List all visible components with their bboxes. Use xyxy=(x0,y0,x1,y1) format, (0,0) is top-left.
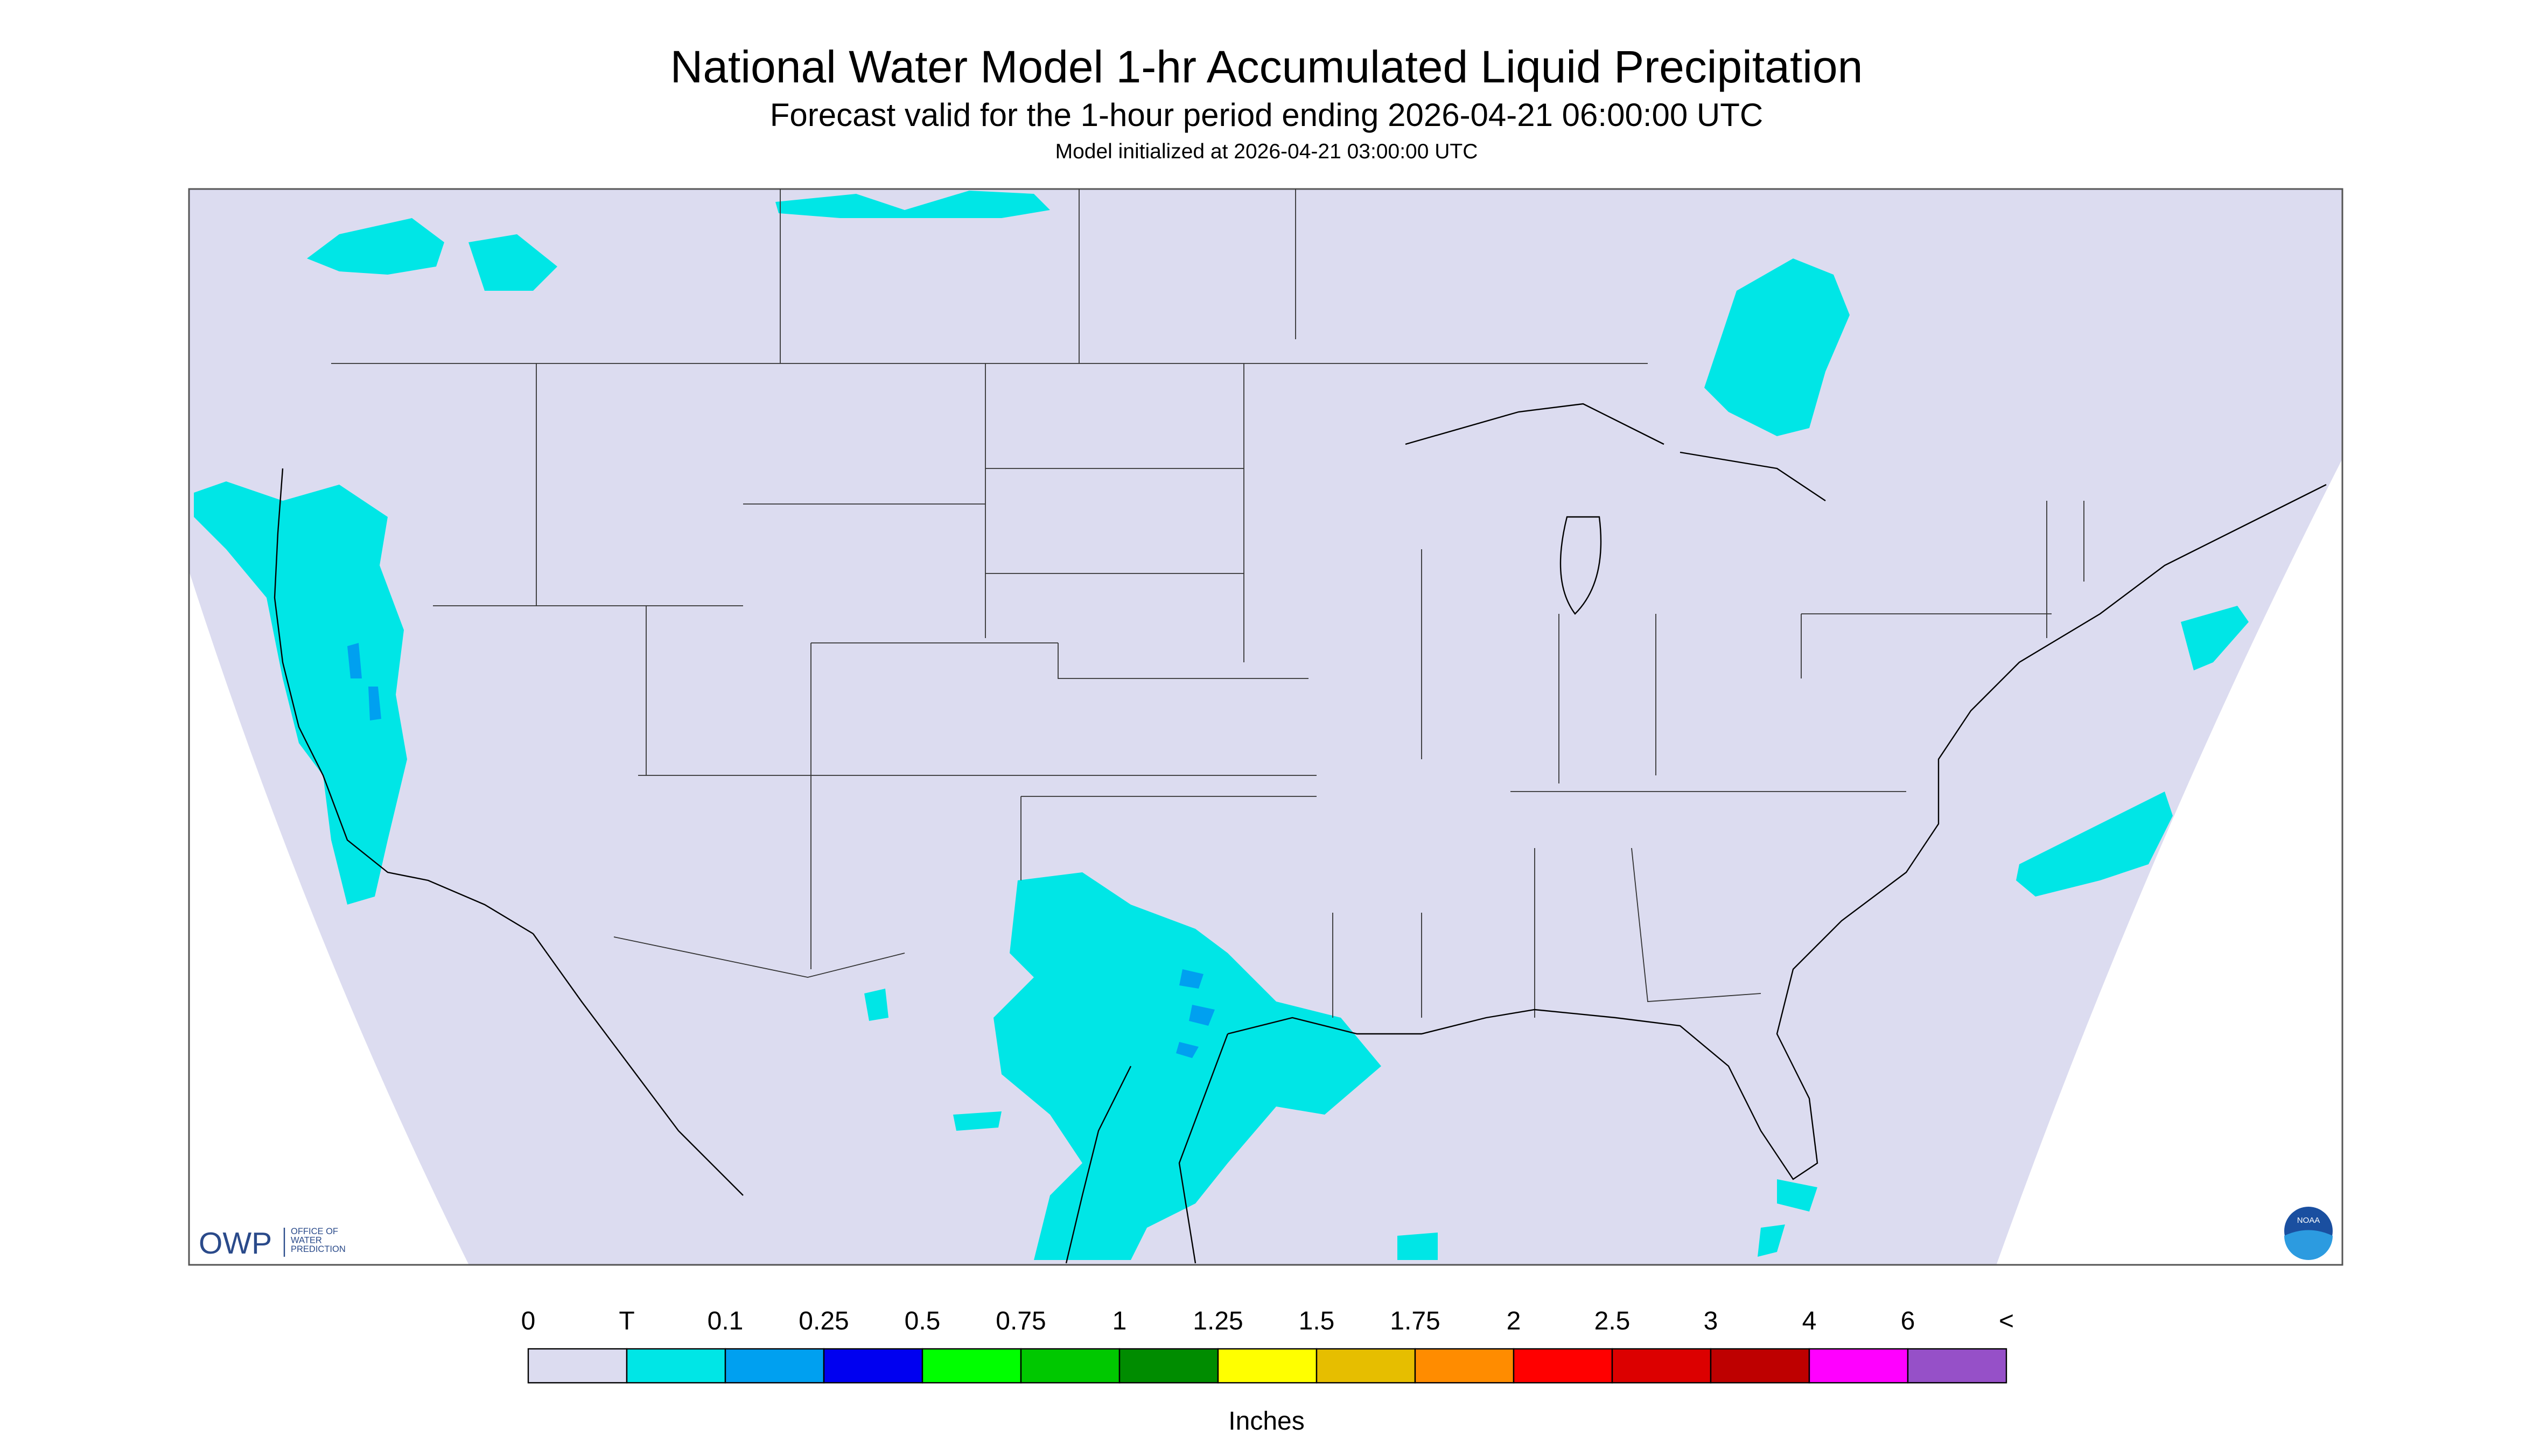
legend-label: 0.75 xyxy=(996,1307,1046,1335)
legend-label: T xyxy=(619,1307,634,1335)
legend-label: 1.75 xyxy=(1390,1307,1440,1335)
legend-unit: Inches xyxy=(1228,1407,1304,1436)
title: National Water Model 1-hr Accumulated Li… xyxy=(670,41,1863,92)
legend-label: 3 xyxy=(1704,1307,1718,1335)
legend-swatch xyxy=(1217,1348,1318,1384)
legend-swatch xyxy=(1316,1348,1416,1384)
legend-swatch xyxy=(823,1348,923,1384)
map: OWP NOAA xyxy=(188,188,2343,1266)
legend-label: 1.25 xyxy=(1193,1307,1243,1335)
logo-name: OWP xyxy=(199,1226,272,1261)
projection-domain xyxy=(190,190,2342,1264)
noaa-wave xyxy=(2284,1230,2333,1261)
legend-label: 1 xyxy=(1112,1307,1127,1335)
logo-line: WATER xyxy=(291,1236,322,1245)
legend-swatch xyxy=(1118,1348,1219,1384)
boundaries xyxy=(274,189,2327,1264)
legend-label: 6 xyxy=(1901,1307,1915,1335)
legend-swatch xyxy=(527,1348,628,1384)
legend-label: 1.5 xyxy=(1299,1307,1335,1335)
legend-swatch xyxy=(724,1348,825,1384)
legend: 0 T 0.1 0.25 0.5 0.75 1 1.25 1.5 1.75 2 2.5 3 4 6 < xyxy=(521,1307,2014,1384)
legend-label: 0 xyxy=(521,1307,536,1335)
logo-line: PREDICTION xyxy=(291,1244,346,1254)
legend-swatch xyxy=(1710,1348,1810,1384)
legend-label: 0.1 xyxy=(708,1307,744,1335)
legend-swatch xyxy=(626,1348,726,1384)
legend-swatch xyxy=(1414,1348,1515,1384)
legend-label: 0.25 xyxy=(799,1307,849,1335)
logo-line: OFFICE OF xyxy=(291,1227,338,1236)
legend-swatch xyxy=(1611,1348,1712,1384)
init-time: Model initialized at 2026-04-21 03:00:00… xyxy=(1055,140,1478,163)
legend-swatch xyxy=(1808,1348,1909,1384)
noaa-label: NOAA xyxy=(2297,1216,2320,1225)
subtitle: Forecast valid for the 1-hour period end… xyxy=(770,97,1763,133)
legend-label: 4 xyxy=(1802,1307,1817,1335)
legend-label: 2 xyxy=(1507,1307,1521,1335)
legend-label: 2.5 xyxy=(1594,1307,1631,1335)
legend-label: < xyxy=(1999,1307,2014,1335)
legend-swatch xyxy=(1513,1348,1613,1384)
legend-swatch xyxy=(1907,1348,2007,1384)
legend-swatch xyxy=(1020,1348,1121,1384)
legend-swatch xyxy=(921,1348,1022,1384)
legend-label: 0.5 xyxy=(905,1307,941,1335)
